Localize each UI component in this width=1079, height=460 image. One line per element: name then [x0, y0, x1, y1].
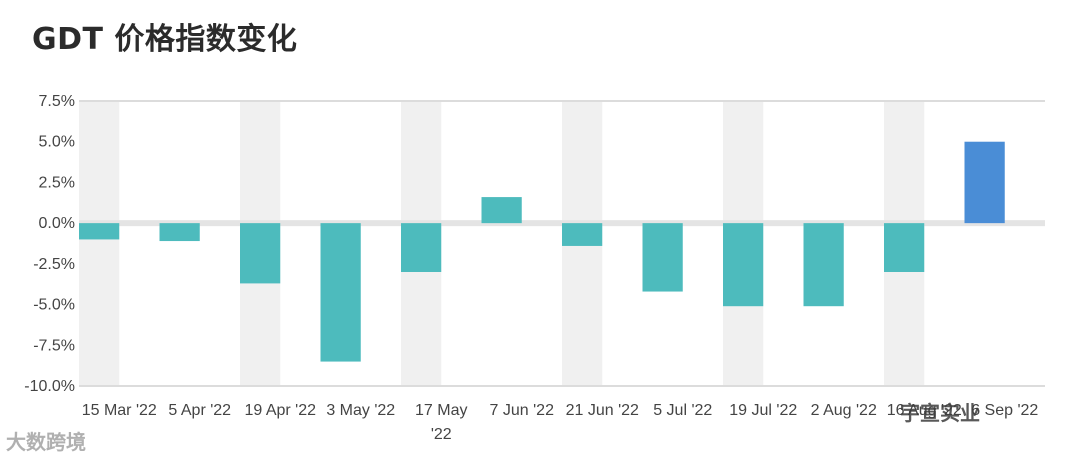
x-tick-label: 6 Sep '22 — [971, 402, 1038, 419]
bar — [884, 223, 925, 272]
bar — [320, 223, 361, 362]
bar — [401, 223, 442, 272]
column-band — [79, 101, 120, 386]
x-tick-label: 15 Mar '22 — [82, 402, 157, 419]
y-tick-label: 7.5% — [39, 93, 75, 110]
y-tick-label: 0.0% — [39, 215, 75, 232]
x-tick-label: 17 May — [415, 402, 467, 419]
watermark-left: 大数跨境 — [6, 430, 86, 454]
watermark-right: 宇宣实业 — [900, 401, 980, 425]
x-tick-label: 19 Jul '22 — [729, 402, 797, 419]
x-tick-label: 16 Aug '22 — [887, 402, 962, 419]
x-tick-label: 19 Apr '22 — [244, 402, 316, 419]
bar — [481, 197, 522, 224]
x-tick-label: 21 Jun '22 — [566, 402, 639, 419]
x-tick-label: 7 Jun '22 — [490, 402, 555, 419]
y-tick-label: -10.0% — [24, 378, 75, 395]
bar — [159, 223, 200, 242]
y-tick-label: -7.5% — [33, 337, 75, 354]
y-tick-label: -2.5% — [33, 256, 75, 273]
x-tick-label: 2 Aug '22 — [811, 402, 877, 419]
x-tick-label: 5 Jul '22 — [653, 402, 712, 419]
bar — [723, 223, 764, 307]
y-tick-label: 2.5% — [39, 174, 75, 191]
y-tick-label: 5.0% — [39, 134, 75, 151]
y-tick-label: -5.0% — [33, 297, 75, 314]
bar — [79, 223, 120, 240]
chart-title: GDT 价格指数变化 — [32, 22, 298, 57]
bar — [562, 223, 603, 246]
bar — [642, 223, 683, 292]
x-tick-label: '22 — [431, 426, 452, 443]
bar — [803, 223, 844, 307]
x-tick-label: 5 Apr '22 — [168, 402, 231, 419]
x-tick-label: 3 May '22 — [326, 402, 395, 419]
bar — [240, 223, 281, 284]
bar — [964, 141, 1005, 224]
